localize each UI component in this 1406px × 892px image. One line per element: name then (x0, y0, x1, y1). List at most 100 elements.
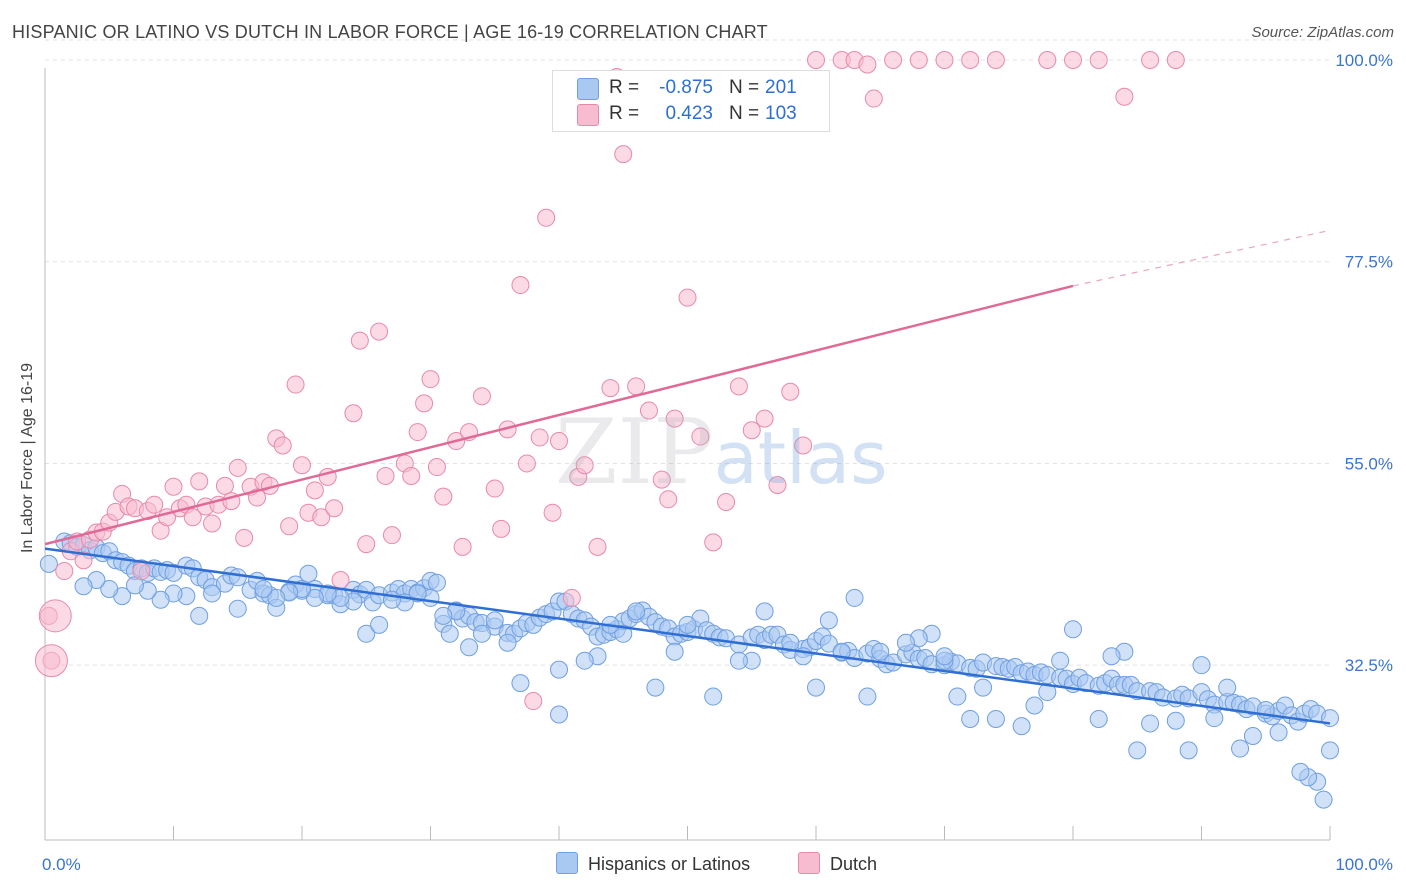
hispanic-point (1089, 709, 1108, 728)
legend-n-value-dutch: 103 (765, 103, 797, 124)
hispanic-point (1192, 656, 1211, 675)
hispanic-point (1051, 651, 1070, 670)
hispanic-point (819, 634, 838, 653)
dutch-point (781, 382, 800, 401)
legend-n-label: N = (729, 77, 760, 98)
dutch-point (511, 276, 530, 295)
hispanic-point (1166, 711, 1185, 730)
x-tick-label: 100.0% (1335, 855, 1393, 874)
dutch-point (884, 51, 903, 69)
hispanic-point (575, 651, 594, 670)
dutch-point (370, 322, 389, 341)
hispanic-point (755, 602, 774, 621)
dutch-point (55, 562, 74, 581)
dutch-point (408, 423, 427, 442)
dutch-point (248, 488, 267, 507)
dutch-point (588, 537, 607, 556)
hispanic-point (254, 579, 273, 598)
dutch-point (858, 55, 877, 74)
dutch-point (935, 51, 954, 69)
hispanic-point (550, 705, 568, 724)
dutch-point (742, 421, 761, 440)
hispanic-point (39, 554, 58, 573)
hispanic-point (845, 588, 864, 607)
hispanic-point (807, 678, 825, 697)
hispanic-point (203, 584, 222, 603)
series-swatch-hispanic (556, 852, 578, 874)
dutch-point (986, 51, 1005, 69)
hispanic-point (614, 624, 633, 643)
hispanic-point (974, 678, 993, 697)
dutch-point (575, 456, 594, 475)
hispanic-point (1291, 762, 1310, 781)
series-swatch-dutch (798, 852, 820, 874)
dutch-point (325, 499, 344, 518)
y-axis-label: In Labor Force | Age 16-19 (19, 362, 36, 554)
hispanic-point (228, 568, 247, 587)
dutch-point (312, 508, 331, 527)
hispanic-point (678, 615, 697, 634)
hispanic-point (986, 709, 1005, 728)
stats-legend: R = -0.875 N = 201 R = 0.423 N = 103 (552, 70, 830, 132)
dutch-point (537, 208, 556, 227)
dutch-point (659, 490, 678, 509)
hispanic-point (434, 606, 453, 625)
hispanic-point (74, 577, 93, 596)
hispanic-point (729, 651, 748, 670)
dutch-point (74, 551, 93, 570)
dutch-point (601, 379, 620, 398)
chart-title: HISPANIC OR LATINO VS DUTCH IN LABOR FOR… (12, 22, 768, 42)
hispanic-point (267, 588, 286, 607)
dutch-point (132, 562, 151, 581)
dutch-point (665, 409, 684, 428)
hispanic-point (646, 678, 665, 697)
dutch-point (357, 535, 376, 554)
hispanic-point (511, 674, 530, 693)
dutch-point (453, 537, 472, 556)
hispanic-point (1269, 723, 1288, 742)
dutch-point (190, 472, 209, 491)
y-tick-label: 32.5% (1345, 656, 1393, 675)
dutch-point (639, 401, 658, 420)
dutch-point (331, 571, 350, 589)
series-label-hispanic: Hispanics or Latinos (588, 854, 751, 874)
dutch-point (305, 481, 324, 500)
dutch-point (38, 599, 72, 633)
hispanic-point (1102, 647, 1121, 666)
dutch-point (1115, 87, 1134, 106)
dutch-point (228, 458, 247, 477)
legend-swatch-hispanic (577, 78, 599, 100)
dutch-point (768, 475, 787, 494)
hispanic-point (627, 602, 646, 621)
y-tick-label: 77.5% (1345, 253, 1393, 272)
dutch-point (402, 467, 421, 485)
dutch-point (344, 404, 363, 423)
hispanic-point (871, 642, 890, 661)
hispanic-point (427, 573, 446, 592)
hispanic-point (100, 579, 119, 598)
dutch-point (1064, 51, 1082, 69)
dutch-point (652, 470, 671, 489)
dutch-point (717, 493, 736, 511)
dutch-trend-line (44, 284, 1074, 546)
hispanic-point (665, 642, 684, 661)
dutch-point (691, 427, 710, 446)
hispanic-point (961, 709, 980, 728)
source-credit: Source: ZipAtlas.com (1251, 24, 1394, 41)
hispanic-point (1025, 696, 1044, 715)
dutch-point (543, 503, 562, 522)
hispanic-point (357, 624, 376, 643)
hispanic-point (1141, 714, 1160, 733)
dutch-point (909, 51, 928, 69)
dutch-point (755, 409, 774, 428)
dutch-point (421, 370, 440, 389)
hispanic-point (299, 564, 318, 583)
dutch-point (280, 517, 299, 536)
series-label-dutch: Dutch (830, 854, 878, 874)
dutch-point (562, 588, 581, 607)
dutch-point (550, 432, 568, 451)
hispanic-point (485, 611, 504, 630)
x-tick-label: 0.0% (42, 855, 81, 874)
dutch-point (350, 331, 369, 350)
